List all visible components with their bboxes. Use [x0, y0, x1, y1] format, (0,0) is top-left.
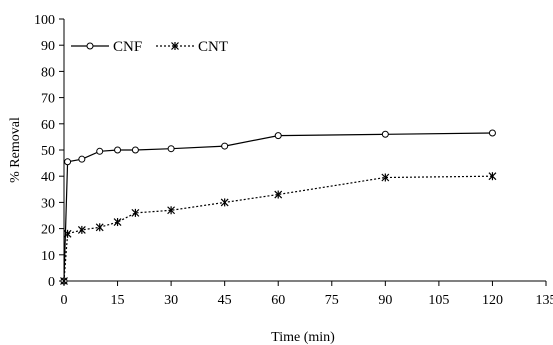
y-tick-label-20: 20	[41, 223, 55, 238]
series-cnt-point-2	[77, 225, 86, 234]
y-tick-label-80: 80	[41, 65, 55, 80]
series-cnt-point-0	[60, 277, 68, 285]
y-tick-label-50: 50	[41, 144, 55, 159]
y-axis-title: % Removal	[8, 117, 23, 183]
y-tick-label-30: 30	[41, 196, 55, 211]
series-cnf-point-2	[78, 155, 86, 163]
x-tick-label-0: 0	[61, 293, 68, 308]
y-tick-label-0: 0	[48, 275, 55, 290]
series-cnt-point-9	[381, 173, 390, 182]
series-layer	[60, 129, 497, 285]
series-cnt-line	[63, 175, 493, 282]
x-tick-label-15: 15	[111, 293, 125, 308]
y-tick-label-90: 90	[41, 39, 55, 54]
x-tick-label-90: 90	[378, 293, 392, 308]
series-cnf-point-4	[114, 146, 122, 154]
series-cnf-point-5	[131, 146, 139, 154]
y-tick-label-60: 60	[41, 118, 55, 133]
series-cnf-point-8	[274, 132, 282, 140]
x-tick-label-135: 135	[536, 293, 553, 308]
y-tick-label-40: 40	[41, 170, 55, 185]
y-tick-label-10: 10	[41, 249, 55, 264]
x-tick-label-30: 30	[164, 293, 178, 308]
series-cnt-point-1	[63, 229, 72, 238]
x-axis-title: Time (min)	[271, 330, 335, 345]
legend-cnf-label: CNF	[113, 39, 142, 55]
y-tick-label-100: 100	[34, 13, 55, 28]
series-cnf-point-6	[167, 145, 175, 153]
axis-ticks: 0 10 20 30 40 50 60 70 80 90 100 0 15 30 45 60 75 90 105 12…	[34, 13, 553, 308]
legend-cnt-label: CNT	[198, 39, 228, 55]
series-cnt-point-3	[95, 223, 104, 232]
series-cnt-point-10	[488, 172, 497, 181]
legend: CNF CNT	[71, 39, 228, 55]
x-tick-label-75: 75	[325, 293, 339, 308]
series-cnf-point-9	[381, 130, 389, 138]
series-cnf-line	[63, 132, 493, 282]
x-tick-label-120: 120	[482, 293, 503, 308]
series-cnf-point-3	[96, 147, 104, 155]
series-cnt-point-4	[113, 218, 122, 227]
series-cnt-point-5	[131, 208, 140, 217]
series-cnf-point-7	[221, 142, 229, 150]
x-tick-label-60: 60	[271, 293, 285, 308]
series-cnf-point-1	[64, 158, 72, 166]
series-cnt-point-7	[220, 198, 229, 207]
legend-cnt-marker	[171, 42, 179, 50]
series-cnt-point-6	[167, 206, 176, 215]
x-tick-label-105: 105	[428, 293, 449, 308]
x-tick-label-45: 45	[218, 293, 232, 308]
series-cnf-point-10	[488, 129, 496, 137]
series-cnt-point-8	[274, 190, 283, 199]
legend-cnf-marker	[86, 42, 94, 50]
y-tick-label-70: 70	[41, 92, 55, 107]
